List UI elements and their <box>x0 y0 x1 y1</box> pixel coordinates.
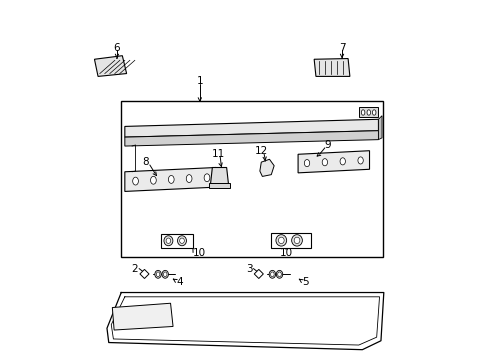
Ellipse shape <box>291 235 302 246</box>
Polygon shape <box>124 167 216 192</box>
Ellipse shape <box>278 237 284 244</box>
Polygon shape <box>298 151 369 173</box>
Text: 11: 11 <box>212 149 225 159</box>
Ellipse shape <box>339 158 345 165</box>
Ellipse shape <box>203 174 209 182</box>
Text: 9: 9 <box>324 140 330 150</box>
Text: 7: 7 <box>338 43 345 53</box>
Ellipse shape <box>294 237 299 244</box>
Ellipse shape <box>179 238 184 243</box>
Ellipse shape <box>361 110 364 115</box>
Polygon shape <box>94 56 126 76</box>
Ellipse shape <box>322 159 327 166</box>
Text: 8: 8 <box>142 157 148 167</box>
Polygon shape <box>259 159 274 176</box>
Ellipse shape <box>357 157 363 164</box>
Text: 10: 10 <box>193 248 206 257</box>
Ellipse shape <box>268 270 275 278</box>
Polygon shape <box>112 303 173 330</box>
Ellipse shape <box>163 272 166 276</box>
Ellipse shape <box>177 236 186 246</box>
Text: 1: 1 <box>196 76 203 86</box>
Bar <box>271 233 310 248</box>
Polygon shape <box>210 167 228 184</box>
Polygon shape <box>124 131 378 146</box>
Polygon shape <box>378 116 381 140</box>
Ellipse shape <box>277 272 281 276</box>
Bar <box>121 102 382 257</box>
Ellipse shape <box>166 238 170 243</box>
Ellipse shape <box>275 235 286 246</box>
Bar <box>208 183 230 188</box>
Ellipse shape <box>150 176 156 184</box>
Text: 2: 2 <box>131 264 138 274</box>
Polygon shape <box>358 108 378 117</box>
Ellipse shape <box>366 110 370 115</box>
Text: 10: 10 <box>280 248 293 257</box>
Ellipse shape <box>156 272 160 276</box>
Text: 4: 4 <box>176 277 183 287</box>
Text: 6: 6 <box>113 43 120 53</box>
Bar <box>254 269 263 279</box>
Text: 5: 5 <box>301 277 308 287</box>
Bar <box>140 269 149 279</box>
Text: 12: 12 <box>255 147 268 157</box>
Ellipse shape <box>304 159 309 167</box>
Ellipse shape <box>163 236 173 246</box>
Polygon shape <box>124 119 378 137</box>
Ellipse shape <box>276 270 282 278</box>
Polygon shape <box>313 59 349 76</box>
Ellipse shape <box>186 175 192 183</box>
Ellipse shape <box>132 177 138 185</box>
Ellipse shape <box>155 270 161 278</box>
Ellipse shape <box>168 175 174 183</box>
Bar <box>160 234 192 248</box>
Text: 3: 3 <box>245 264 252 274</box>
Ellipse shape <box>372 110 375 115</box>
Ellipse shape <box>162 270 168 278</box>
Ellipse shape <box>270 272 274 276</box>
